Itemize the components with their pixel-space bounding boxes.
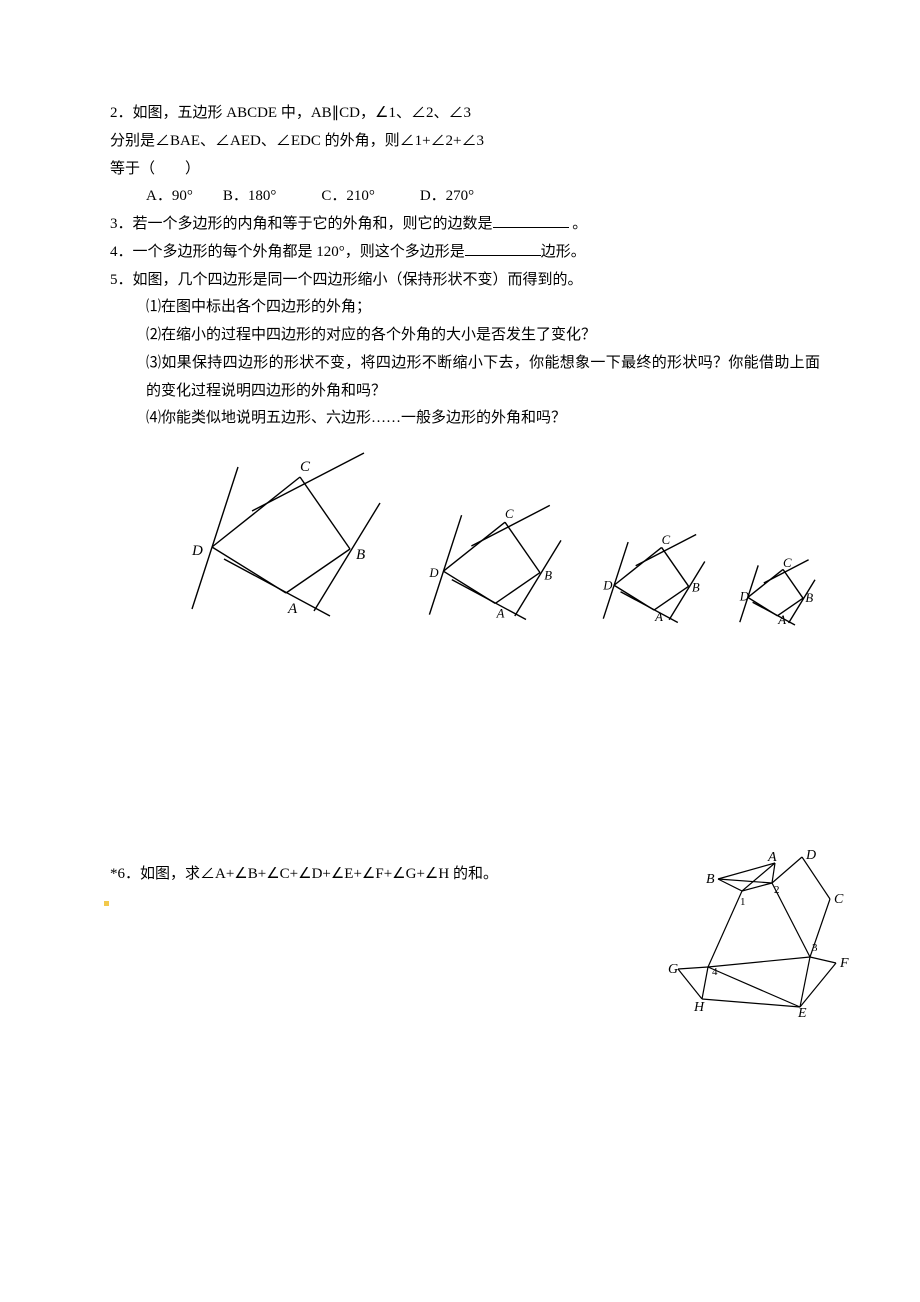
q5-p1: ⑴在图中标出各个四边形的外角； bbox=[146, 294, 820, 322]
svg-text:2: 2 bbox=[774, 884, 780, 896]
svg-text:A: A bbox=[496, 606, 505, 620]
q3-blank bbox=[493, 212, 569, 228]
svg-text:A: A bbox=[767, 850, 777, 865]
svg-text:B: B bbox=[805, 591, 813, 605]
q5-p4: ⑷你能类似地说明五边形、六边形……一般多边形的外角和吗？ bbox=[146, 405, 820, 433]
quad-figure-2: A B C D bbox=[407, 497, 572, 631]
svg-text:G: G bbox=[668, 962, 678, 977]
svg-text:A: A bbox=[777, 613, 786, 627]
q5-figure-row: A B C D A B C D A B C D A B C D bbox=[160, 441, 820, 631]
svg-text:D: D bbox=[191, 543, 203, 559]
q3-text-b: 。 bbox=[569, 216, 588, 232]
q3-text-a: 3．若一个多边形的内角和等于它的外角和，则它的边数是 bbox=[110, 216, 493, 232]
svg-text:H: H bbox=[693, 1000, 705, 1015]
q2-options: A．90° B．180° C．210° D．270° bbox=[146, 183, 820, 211]
svg-text:B: B bbox=[544, 569, 552, 583]
q6-figure: 1 2 3 4 A D B C G F H E bbox=[660, 849, 850, 1030]
q4-text-b: 边形。 bbox=[541, 244, 586, 260]
q5-p3: ⑶如果保持四边形的形状不变，将四边形不断缩小下去，你能想象一下最终的形状吗？你能… bbox=[146, 350, 820, 406]
svg-text:C: C bbox=[834, 892, 844, 907]
svg-text:C: C bbox=[783, 556, 792, 570]
svg-text:D: D bbox=[429, 566, 439, 580]
svg-text:B: B bbox=[692, 581, 700, 595]
quad-figure-1: A B C D bbox=[160, 441, 393, 631]
svg-text:A: A bbox=[287, 601, 298, 617]
q4: 4．一个多边形的每个外角都是 120°，则这个多边形是 边形。 bbox=[110, 239, 820, 267]
svg-text:C: C bbox=[300, 459, 311, 475]
decorative-dot bbox=[104, 901, 109, 906]
worksheet-page: 2．如图，五边形 ABCDE 中，AB∥CD，∠1、∠2、∠3 分别是∠BAE、… bbox=[0, 0, 920, 929]
q6-block: *6．如图，求∠A+∠B+∠C+∠D+∠E+∠F+∠G+∠H 的和。 1234A… bbox=[110, 861, 820, 889]
q2-line2: 分别是∠BAE、∠AED、∠EDC 的外角，则∠1+∠2+∠3 bbox=[110, 128, 820, 156]
quad-figure-4: A B C D bbox=[727, 555, 820, 631]
svg-text:C: C bbox=[662, 533, 671, 547]
svg-text:F: F bbox=[839, 956, 849, 971]
svg-text:D: D bbox=[603, 579, 614, 593]
svg-text:B: B bbox=[356, 547, 365, 563]
svg-text:B: B bbox=[706, 872, 715, 887]
q5-stem: 5．如图，几个四边形是同一个四边形缩小（保持形状不变）而得到的。 bbox=[110, 267, 820, 295]
q5-p2: ⑵在缩小的过程中四边形的对应的各个外角的大小是否发生了变化？ bbox=[146, 322, 820, 350]
svg-text:C: C bbox=[505, 507, 514, 521]
svg-text:A: A bbox=[655, 610, 664, 624]
q2-line1: 2．如图，五边形 ABCDE 中，AB∥CD，∠1、∠2、∠3 bbox=[110, 100, 820, 128]
svg-text:E: E bbox=[797, 1006, 807, 1019]
svg-text:D: D bbox=[739, 590, 750, 604]
svg-text:4: 4 bbox=[712, 966, 718, 978]
q4-text-a: 4．一个多边形的每个外角都是 120°，则这个多边形是 bbox=[110, 244, 465, 260]
q2-line3: 等于（ ） bbox=[110, 156, 820, 184]
quad-figure-3: A B C D bbox=[586, 528, 712, 631]
q3: 3．若一个多边形的内角和等于它的外角和，则它的边数是 。 bbox=[110, 211, 820, 239]
q4-blank bbox=[465, 240, 541, 256]
svg-text:1: 1 bbox=[740, 896, 746, 908]
svg-text:3: 3 bbox=[812, 942, 818, 954]
svg-text:D: D bbox=[805, 849, 816, 863]
q6-figure-svg: 1 2 3 4 A D B C G F H E bbox=[660, 849, 850, 1019]
